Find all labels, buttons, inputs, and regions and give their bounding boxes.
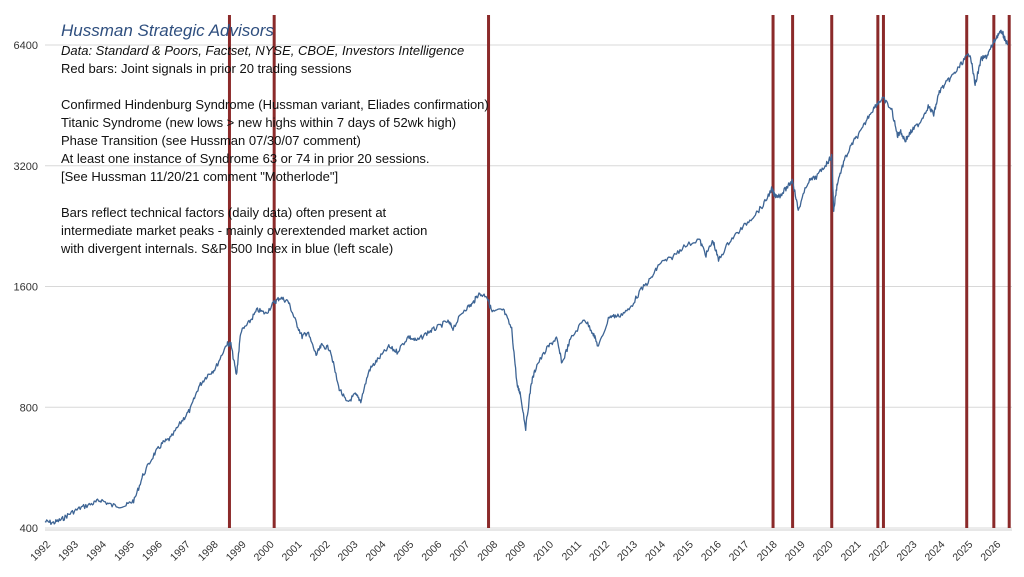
chart-subtitle: Data: Standard & Poors, Factset, NYSE, C…	[61, 43, 464, 58]
x-tick-label: 1992	[28, 539, 53, 564]
gridlines	[45, 44, 1012, 529]
y-tick-label: 1600	[14, 282, 38, 294]
annotation-line: intermediate market peaks - mainly overe…	[61, 223, 427, 238]
x-tick-label: 2000	[252, 539, 277, 564]
annotation-line: [See Hussman 11/20/21 comment "Motherlod…	[61, 169, 338, 184]
y-tick-label: 3200	[14, 161, 38, 173]
x-tick-label: 2010	[531, 539, 556, 564]
annotation-line: At least one instance of Syndrome 63 or …	[61, 151, 430, 166]
x-tick-label: 2012	[587, 539, 612, 564]
x-tick-label: 2013	[615, 539, 640, 564]
x-tick-label: 2016	[699, 539, 724, 564]
signal-bar	[272, 15, 276, 528]
signal-bar	[771, 15, 775, 528]
signal-bar	[791, 15, 795, 528]
signal-bar	[965, 15, 969, 528]
x-tick-label: 1998	[196, 539, 221, 564]
x-tick-label: 2004	[363, 539, 388, 564]
annotation-line: Phase Transition (see Hussman 07/30/07 c…	[61, 133, 361, 148]
annotation-line: Bars reflect technical factors (daily da…	[61, 205, 387, 220]
annotation-block: Hussman Strategic Advisors Data: Standar…	[60, 21, 489, 256]
x-tick-label: 2003	[336, 539, 361, 564]
annotation-line: Red bars: Joint signals in prior 20 trad…	[61, 61, 352, 76]
x-tick-label: 2017	[727, 539, 752, 564]
x-tick-label: 2015	[671, 539, 696, 564]
signal-bar	[1007, 15, 1011, 528]
y-tick-label: 800	[20, 402, 38, 414]
x-tick-label: 2002	[308, 539, 333, 564]
x-tick-label: 2014	[643, 539, 668, 564]
signal-bars	[227, 15, 1011, 528]
x-tick-label: 1995	[112, 539, 137, 564]
signal-bar	[881, 15, 885, 528]
x-tick-label: 2023	[895, 539, 920, 564]
x-tick-label: 2005	[391, 539, 416, 564]
x-tick-label: 2025	[950, 539, 975, 564]
y-tick-label: 6400	[14, 40, 38, 52]
x-tick-label: 1996	[140, 539, 165, 564]
annotation-line: Confirmed Hindenburg Syndrome (Hussman v…	[61, 97, 489, 112]
y-axis: 400 800 1600 3200 6400	[14, 40, 38, 535]
signal-bar	[227, 15, 231, 528]
x-tick-label: 2022	[867, 539, 892, 564]
sp500-series	[44, 29, 1009, 526]
x-tick-label: 2019	[783, 539, 808, 564]
x-tick-label: 1997	[168, 539, 193, 564]
x-tick-label: 2026	[978, 539, 1003, 564]
x-tick-label: 1999	[224, 539, 249, 564]
x-tick-label: 2011	[560, 539, 585, 564]
signal-bar	[876, 15, 880, 528]
x-tick-label: 2018	[755, 539, 780, 564]
x-tick-label: 2007	[447, 539, 472, 564]
x-tick-label: 2009	[503, 539, 528, 564]
x-tick-label: 2021	[839, 539, 864, 564]
signal-bar	[487, 15, 491, 528]
annotation-line: with divergent internals. S&P 500 Index …	[60, 241, 393, 256]
y-tick-label: 400	[20, 523, 38, 535]
x-tick-label: 1993	[56, 539, 81, 564]
signal-bar	[992, 15, 996, 528]
annotation-line: Titanic Syndrome (new lows > new highs w…	[61, 115, 456, 130]
x-tick-label: 2024	[922, 539, 947, 564]
chart-title: Hussman Strategic Advisors	[61, 21, 274, 40]
x-tick-label: 2006	[419, 539, 444, 564]
x-tick-label: 1994	[84, 539, 109, 564]
x-axis: 1992 1993 1994 1995 1996 1997 1998 1999 2000 2001…	[28, 529, 1012, 564]
sp500-line	[44, 29, 1009, 526]
x-tick-label: 2008	[475, 539, 500, 564]
signal-bar	[830, 15, 834, 528]
x-tick-label: 2001	[280, 539, 305, 564]
x-tick-label: 2020	[811, 539, 836, 564]
